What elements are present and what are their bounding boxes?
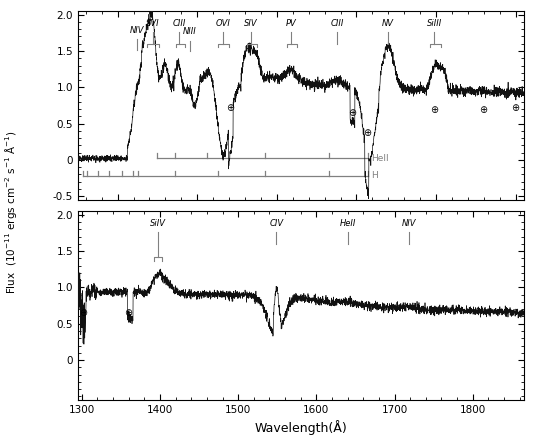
Text: $\oplus$: $\oplus$ — [124, 307, 133, 318]
Text: NIV: NIV — [129, 26, 144, 35]
Text: NIV: NIV — [401, 219, 416, 228]
Text: NV: NV — [382, 19, 394, 28]
Text: CIII: CIII — [331, 19, 344, 28]
Text: $\oplus$: $\oplus$ — [511, 102, 520, 113]
Text: PV: PV — [286, 19, 296, 28]
Text: $\oplus$: $\oplus$ — [226, 102, 235, 113]
Text: $\oplus$: $\oplus$ — [79, 307, 88, 318]
Text: HeII: HeII — [371, 154, 388, 163]
Text: HeII: HeII — [339, 219, 356, 228]
Text: SiIV: SiIV — [150, 219, 165, 228]
Text: SIV: SIV — [244, 19, 257, 28]
Text: SVI: SVI — [146, 19, 159, 28]
Text: $\oplus$: $\oplus$ — [363, 127, 372, 138]
Text: Flux  (10$^{-11}$ ergs cm$^{-2}$ s$^{-1}$ Å$^{-1}$): Flux (10$^{-11}$ ergs cm$^{-2}$ s$^{-1}$… — [3, 130, 19, 294]
Text: CIII: CIII — [172, 19, 186, 28]
Text: $\oplus$: $\oplus$ — [479, 103, 489, 114]
Text: OVI: OVI — [215, 19, 230, 28]
Text: H: H — [371, 171, 378, 180]
Text: CIV: CIV — [270, 219, 284, 228]
X-axis label: Wavelength(Å): Wavelength(Å) — [255, 420, 347, 435]
Text: NIII: NIII — [183, 27, 197, 37]
Text: $\oplus$: $\oplus$ — [430, 103, 439, 114]
Text: SiIII: SiIII — [427, 19, 442, 28]
Text: $\oplus$: $\oplus$ — [348, 107, 357, 118]
